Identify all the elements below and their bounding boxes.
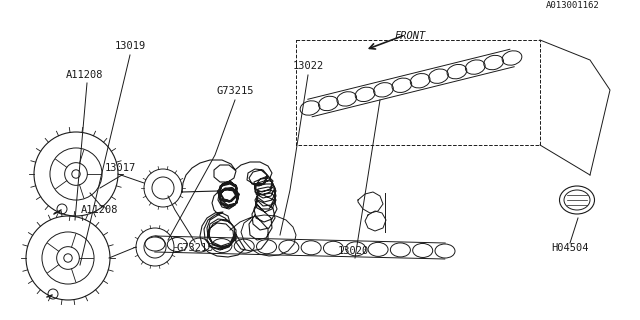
Text: 13019: 13019 [115, 41, 146, 51]
Text: FRONT: FRONT [394, 31, 426, 41]
Text: A013001162: A013001162 [546, 1, 600, 10]
Text: 13020: 13020 [337, 246, 369, 256]
Text: G73215: G73215 [216, 86, 253, 96]
Text: G73215: G73215 [176, 243, 214, 253]
Text: 13022: 13022 [292, 61, 324, 71]
Text: 13017: 13017 [104, 163, 136, 173]
Text: A11208: A11208 [67, 70, 104, 80]
Text: A11208: A11208 [81, 205, 119, 215]
Text: H04504: H04504 [551, 243, 589, 253]
